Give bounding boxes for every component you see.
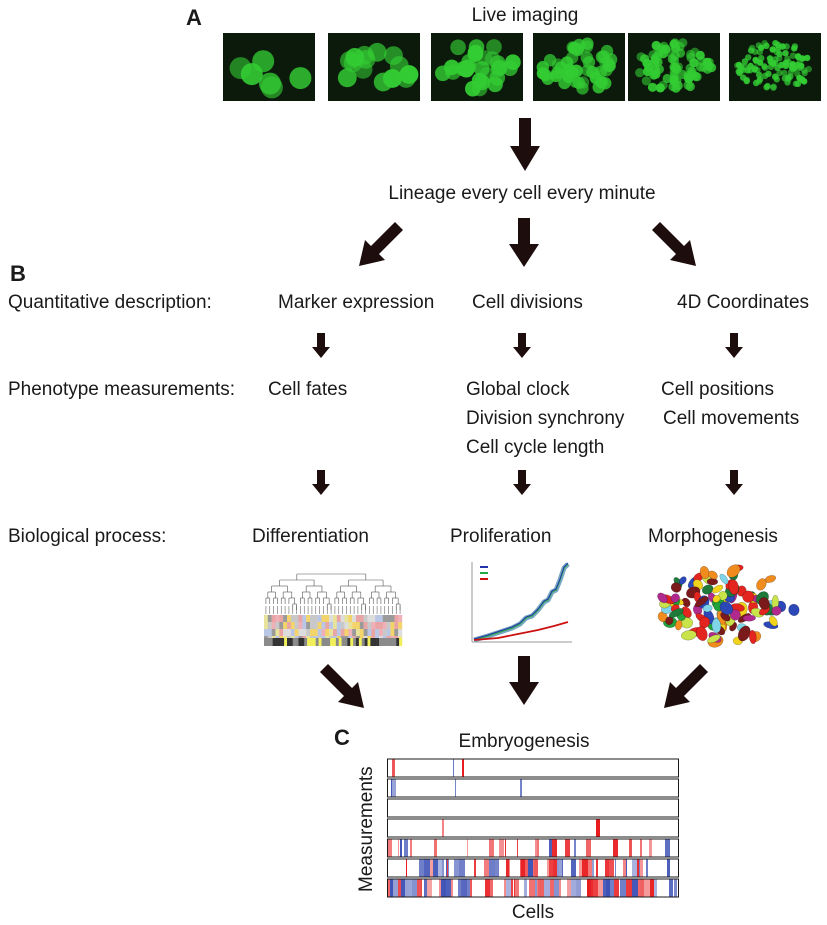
thick-diagonal-arrow-left-icon	[359, 222, 403, 266]
measurement-global-clock: Global clock	[466, 379, 570, 400]
col-description-divisions: Cell divisions	[472, 292, 583, 313]
live-imaging-title: Live imaging	[471, 5, 579, 26]
measurement-cell-cycle-length: Cell cycle length	[466, 437, 605, 458]
heatmap-x-axis-label: Cells	[511, 902, 555, 923]
col-description-marker: Marker expression	[278, 292, 435, 313]
process-proliferation: Proliferation	[450, 526, 552, 547]
small-down-arrow-icon	[725, 333, 743, 358]
measurement-cell-fates: Cell fates	[268, 379, 348, 400]
row-label-phenotype: Phenotype measurements:	[8, 379, 236, 400]
embryogenesis-heatmap	[387, 758, 679, 898]
col-description-coordinates: 4D Coordinates	[677, 292, 810, 313]
row-label-biological: Biological process:	[8, 526, 167, 547]
proliferation-plot-thumbnail	[471, 562, 572, 643]
process-differentiation: Differentiation	[252, 526, 369, 547]
thick-down-arrow-icon	[509, 218, 539, 267]
thick-down-arrow-icon	[510, 118, 540, 171]
embryo-fluorescence-image	[223, 33, 315, 101]
embryo-fluorescence-image	[729, 33, 821, 101]
measurement-division-synchrony: Division synchrony	[466, 408, 625, 429]
morphogenesis-cell-cluster-thumbnail	[657, 564, 800, 648]
row-label-quantitative: Quantitative description:	[8, 292, 212, 313]
small-down-arrow-icon	[312, 470, 330, 495]
small-down-arrow-icon	[513, 333, 531, 358]
panel-b-label: B	[10, 261, 26, 286]
lineage-caption: Lineage every cell every minute	[388, 183, 656, 204]
small-down-arrow-icon	[725, 470, 743, 495]
thick-diagonal-arrow-right-icon	[320, 664, 364, 708]
panel-c-label: C	[334, 725, 350, 750]
panel-a-label: A	[186, 5, 202, 30]
embryo-fluorescence-image	[431, 33, 523, 101]
differentiation-dendrogram-thumbnail	[264, 573, 403, 646]
measurement-cell-positions: Cell positions	[661, 379, 774, 400]
embryo-fluorescence-image	[533, 33, 625, 101]
thick-down-arrow-icon	[509, 656, 539, 705]
thick-diagonal-arrow-left-icon	[664, 664, 708, 708]
measurement-cell-movements: Cell movements	[663, 408, 800, 429]
process-morphogenesis: Morphogenesis	[648, 526, 778, 547]
embryo-fluorescence-image	[328, 33, 420, 101]
heatmap-y-axis-label: Measurements	[356, 766, 377, 892]
embryo-fluorescence-image	[628, 33, 720, 101]
small-down-arrow-icon	[312, 333, 330, 358]
heatmap-title: Embryogenesis	[458, 731, 590, 752]
small-down-arrow-icon	[513, 470, 531, 495]
thick-diagonal-arrow-right-icon	[652, 222, 696, 266]
